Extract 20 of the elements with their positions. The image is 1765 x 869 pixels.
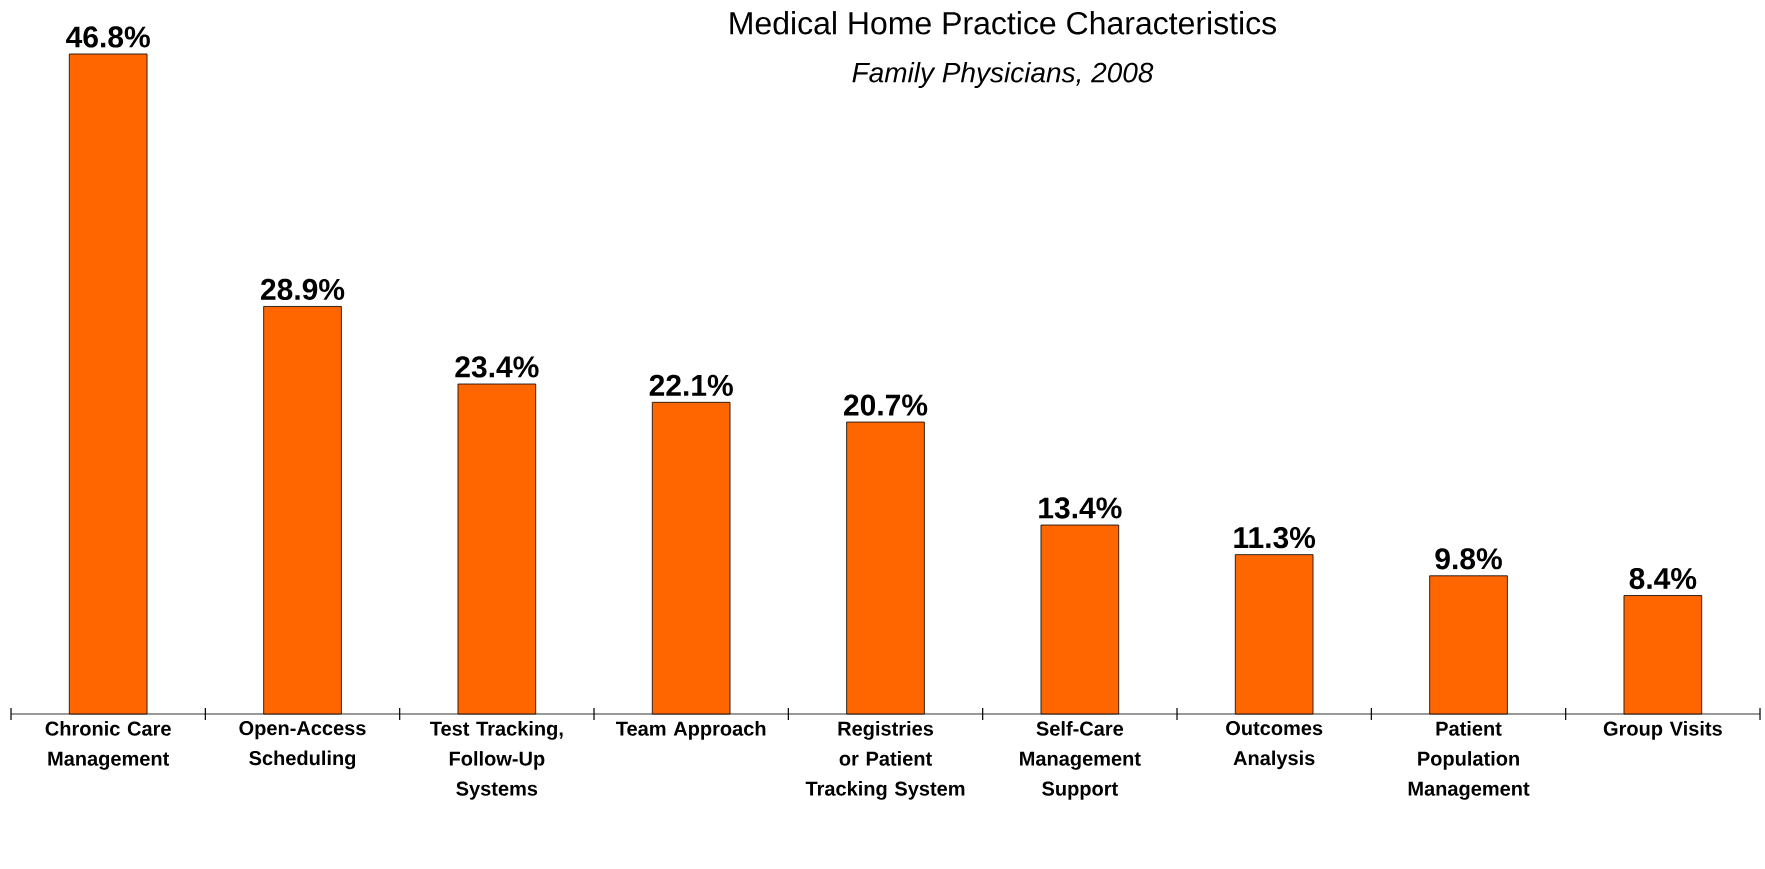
x-tick-label: Self-Care Management Support bbox=[1020, 721, 1141, 800]
x-tick-label: Outcomes Analysis bbox=[1226, 721, 1323, 770]
x-tick-label: Chronic Care Management bbox=[45, 721, 171, 770]
data-label: 8.4% bbox=[1629, 567, 1697, 590]
x-tick-label: Test Tracking, Follow-Up Systems bbox=[430, 721, 563, 800]
chart-subtitle: Family Physicians, 2008 bbox=[852, 61, 1154, 89]
data-label: 9.8% bbox=[1435, 548, 1502, 570]
x-tick-label: Open-Access Scheduling bbox=[239, 721, 366, 770]
x-tick-label: Team Approach bbox=[616, 721, 766, 740]
data-label: 23.4% bbox=[455, 356, 539, 378]
data-label: 20.7% bbox=[844, 394, 928, 416]
data-label: 11.3% bbox=[1234, 526, 1316, 549]
x-tick-label: Registries or Patient Tracking System bbox=[805, 721, 965, 800]
x-tick-label: Patient Population Management bbox=[1408, 721, 1530, 800]
data-label: 46.8% bbox=[66, 26, 150, 48]
x-tick-label: Group Visits bbox=[1603, 721, 1722, 740]
data-label: 22.1% bbox=[649, 374, 733, 396]
data-label: 28.9% bbox=[261, 278, 345, 301]
chart-title: Medical Home Practice Characteristics bbox=[730, 11, 1276, 35]
data-label: 13.4% bbox=[1039, 497, 1122, 519]
